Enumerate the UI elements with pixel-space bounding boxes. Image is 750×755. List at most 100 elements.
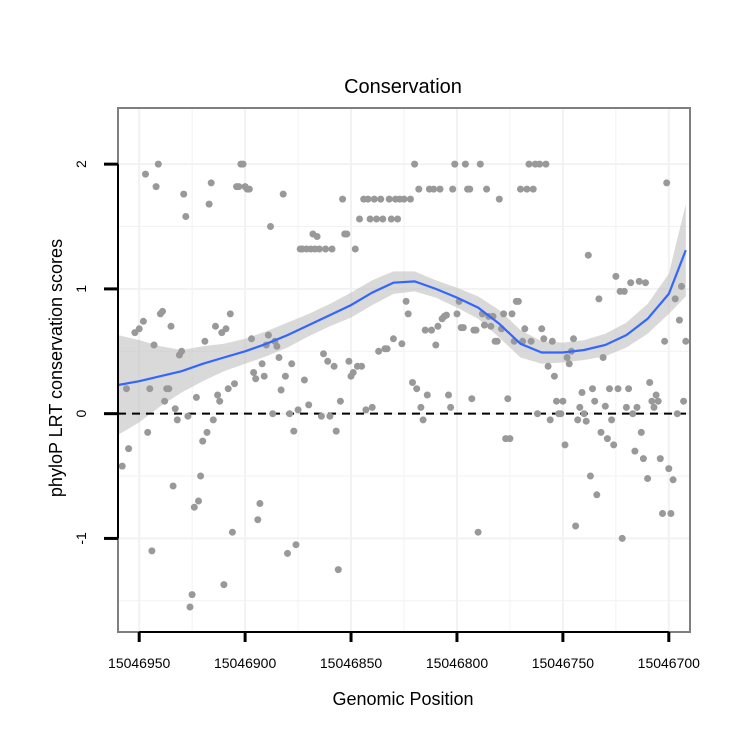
- data-point: [277, 386, 285, 394]
- data-point: [235, 183, 243, 191]
- data-point: [375, 347, 383, 355]
- data-point: [620, 287, 628, 295]
- data-point: [212, 322, 219, 330]
- data-point: [334, 566, 342, 574]
- data-point: [675, 316, 683, 324]
- data-point: [633, 403, 641, 411]
- data-point: [538, 325, 546, 333]
- data-point: [264, 331, 272, 339]
- data-point: [324, 357, 332, 365]
- data-point: [400, 195, 408, 203]
- y-tick-label: -1: [73, 532, 89, 545]
- data-point: [273, 342, 281, 350]
- data-point: [447, 403, 455, 411]
- data-point: [317, 412, 325, 420]
- data-point: [540, 335, 548, 343]
- data-point: [379, 215, 387, 223]
- data-point: [618, 534, 626, 542]
- x-axis-label: Genomic Position: [332, 689, 473, 709]
- data-point: [330, 362, 338, 370]
- data-point: [508, 310, 516, 318]
- data-point: [171, 405, 179, 413]
- data-point: [142, 170, 149, 178]
- data-point: [313, 233, 321, 240]
- data-point: [534, 410, 541, 418]
- data-point: [203, 428, 211, 436]
- data-point: [349, 369, 357, 376]
- data-point: [336, 397, 344, 405]
- data-point: [436, 185, 444, 193]
- data-point: [578, 389, 586, 396]
- data-point: [517, 185, 524, 193]
- data-point: [415, 185, 423, 193]
- data-point: [442, 311, 450, 319]
- x-tick-label: 15046700: [638, 655, 701, 671]
- data-point: [290, 427, 298, 435]
- data-point: [561, 441, 569, 449]
- data-point: [648, 397, 656, 405]
- data-point: [663, 179, 671, 187]
- data-point: [216, 397, 224, 405]
- data-point: [228, 528, 236, 536]
- data-point: [629, 410, 637, 418]
- data-point: [186, 603, 194, 611]
- data-point: [678, 282, 685, 290]
- data-point: [343, 230, 351, 238]
- data-point: [650, 403, 658, 411]
- data-point: [682, 337, 690, 345]
- data-point: [544, 362, 552, 370]
- data-point: [161, 397, 169, 405]
- data-point: [292, 541, 300, 549]
- data-point: [559, 397, 567, 405]
- data-point: [529, 185, 537, 193]
- data-point: [546, 416, 554, 424]
- data-point: [150, 341, 158, 349]
- data-point: [135, 325, 143, 333]
- data-point: [421, 326, 429, 334]
- data-point: [625, 385, 633, 393]
- data-point: [487, 322, 495, 330]
- data-point: [525, 160, 533, 168]
- data-point: [377, 195, 385, 203]
- data-point: [572, 522, 580, 530]
- data-point: [406, 195, 414, 203]
- x-axis: 15046950 15046900 15046850 15046800 15046750…: [108, 631, 701, 671]
- data-point: [614, 385, 622, 393]
- data-point: [608, 416, 616, 424]
- data-point: [654, 397, 662, 405]
- data-point: [606, 385, 613, 393]
- data-point: [154, 160, 162, 168]
- data-point: [527, 337, 535, 345]
- data-point: [428, 326, 435, 334]
- data-point: [504, 395, 512, 403]
- data-point: [593, 491, 601, 499]
- data-point: [671, 295, 679, 303]
- data-point: [639, 455, 647, 463]
- data-point: [466, 185, 474, 193]
- data-point: [201, 337, 209, 345]
- data-point: [209, 416, 217, 424]
- data-point: [402, 297, 410, 305]
- data-point: [226, 310, 234, 318]
- data-point: [288, 360, 296, 368]
- data-point: [173, 416, 181, 424]
- data-point: [521, 325, 529, 333]
- data-point: [159, 307, 166, 315]
- data-point: [231, 380, 238, 388]
- chart-title: Conservation: [344, 76, 462, 98]
- data-point: [220, 581, 228, 589]
- data-point: [195, 497, 202, 505]
- data-point: [563, 354, 571, 361]
- data-point: [669, 476, 677, 484]
- data-point: [279, 190, 287, 198]
- data-point: [305, 401, 313, 409]
- data-point: [542, 160, 550, 168]
- data-point: [199, 437, 207, 445]
- data-point: [286, 410, 294, 418]
- data-point: [224, 385, 232, 393]
- data-point: [281, 372, 289, 380]
- data-point: [394, 215, 402, 223]
- data-point: [451, 160, 459, 168]
- data-point: [667, 510, 675, 517]
